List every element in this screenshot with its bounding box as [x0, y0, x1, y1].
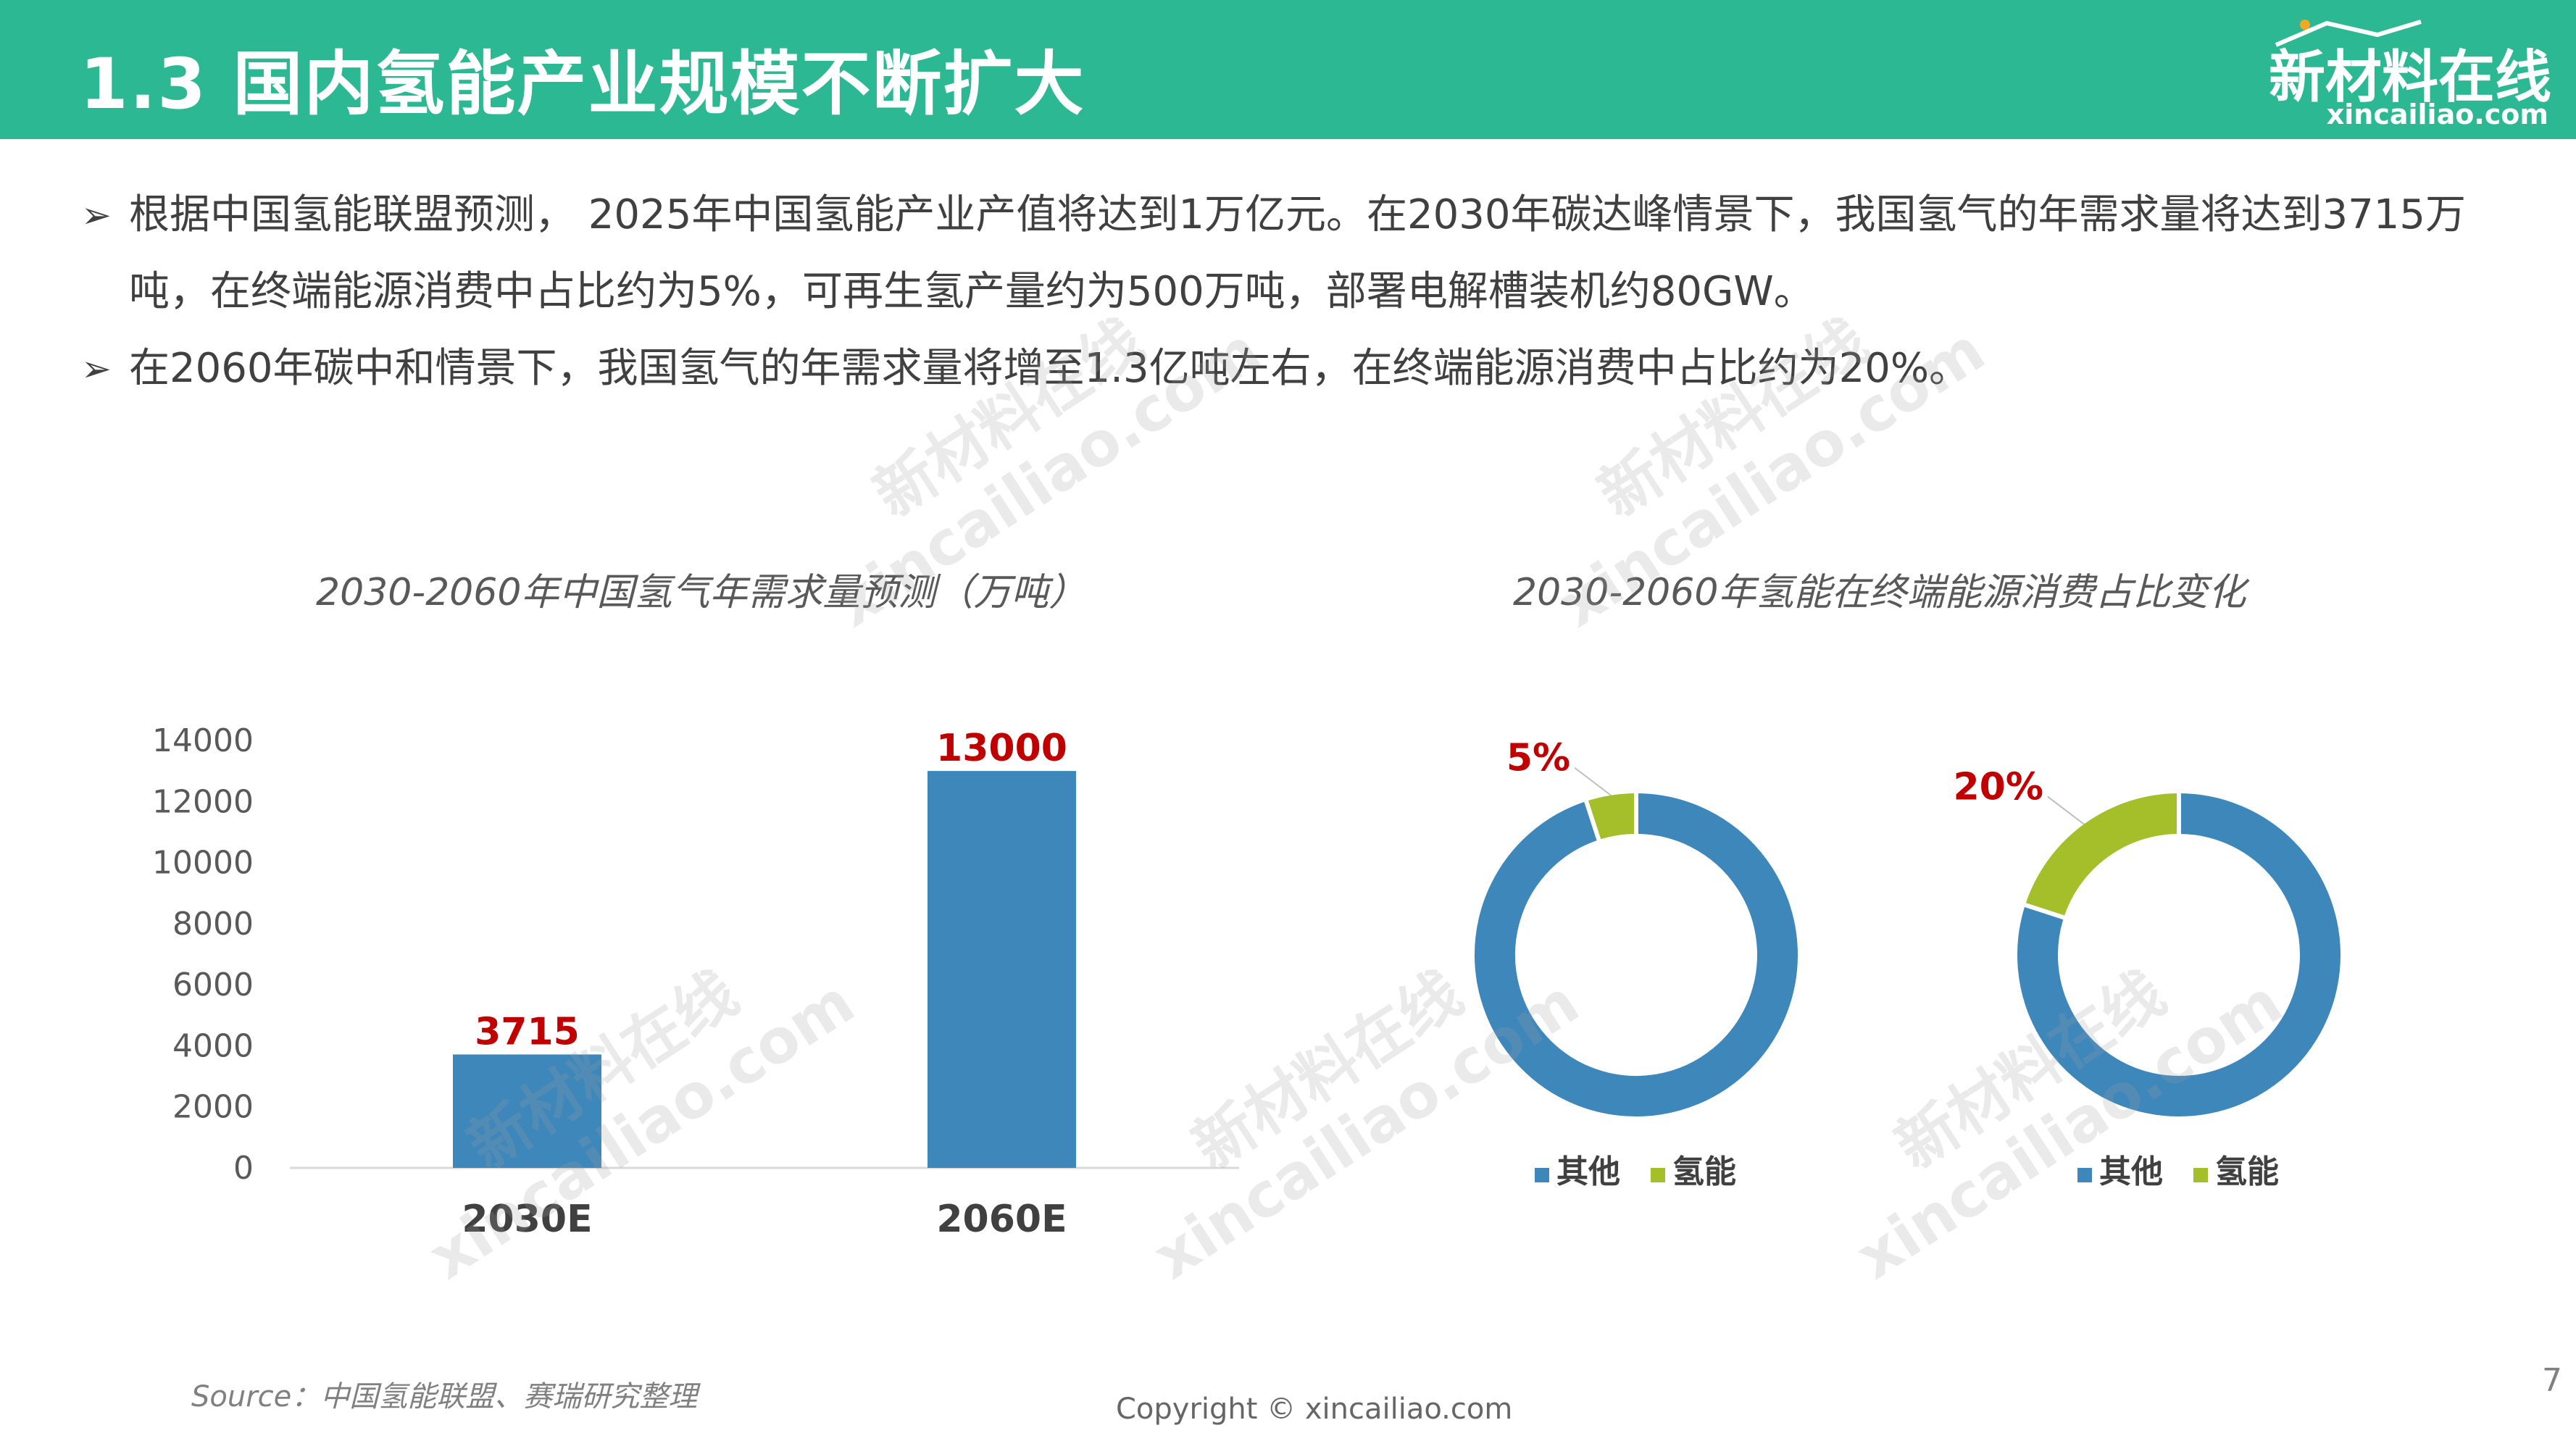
y-tick-label: 12000 — [152, 783, 254, 820]
y-tick-label: 4000 — [172, 1027, 254, 1064]
donut-charts: 5% 其他 氢能 20% 其他 氢能 — [1475, 737, 2341, 1190]
logo-english-text: xincailiao.com — [2326, 99, 2548, 130]
logo-roof-icon — [2275, 20, 2422, 47]
page-title: 1.3 国内氢能产业规模不断扩大 — [80, 43, 1085, 125]
y-tick-label: 10000 — [152, 845, 254, 882]
donut-percent-label: 20% — [1953, 766, 2043, 809]
logo: 新材料在线 xincailiao.com — [2269, 17, 2551, 130]
y-tick-label: 0 — [233, 1150, 254, 1187]
donut-slice — [1586, 793, 1637, 840]
legend-label: 氢能 — [1672, 1153, 1736, 1190]
legend-label: 其他 — [2099, 1153, 2163, 1190]
bar-chart: 0 2000 4000 6000 8000 10000 12000 14000 3715 2030… — [152, 722, 1239, 1241]
legend-label: 氢能 — [2215, 1153, 2279, 1190]
bar-data-label: 13000 — [936, 727, 1067, 770]
legend-swatch — [2193, 1168, 2208, 1182]
x-tick-label: 2060E — [936, 1198, 1067, 1241]
bullet-arrow-icon: ➢ — [81, 194, 112, 236]
copyright-text: Copyright © xincailiao.com — [1116, 1392, 1513, 1426]
donut-chart-title: 2030-2060年氢能在终端能源消费占比变化 — [1513, 571, 2246, 614]
donut-slice — [1475, 793, 1798, 1116]
donut-slice — [2017, 793, 2341, 1116]
bullet-text: 在2060年碳中和情景下，我国氢气的年需求量将增至1.3亿吨左右，在终端能源消费… — [129, 345, 1970, 392]
legend-swatch — [2077, 1168, 2092, 1182]
source-note: Source：中国氢能联盟、赛瑞研究整理 — [191, 1380, 698, 1413]
slice-separator — [1583, 799, 1601, 843]
x-tick-label: 2030E — [462, 1198, 592, 1241]
y-tick-label: 2000 — [172, 1089, 254, 1126]
bar — [453, 1054, 601, 1168]
donut-slice — [2025, 793, 2180, 918]
bullet-text: 根据中国氢能联盟预测， 2025年中国氢能产业产值将达到1万亿元。在2030年碳… — [129, 191, 2466, 315]
legend-label: 其他 — [1556, 1153, 1620, 1190]
y-tick-label: 14000 — [152, 722, 254, 759]
y-tick-label: 8000 — [172, 906, 254, 943]
donut-percent-label: 5% — [1506, 737, 1570, 780]
legend-swatch — [1535, 1168, 1549, 1182]
y-tick-label: 6000 — [172, 966, 254, 1003]
bar — [928, 771, 1076, 1168]
bullet-arrow-icon: ➢ — [81, 348, 112, 390]
bar-data-label: 3715 — [475, 1010, 580, 1053]
header-bar: 1.3 国内氢能产业规模不断扩大 新材料在线 xincailiao.com — [0, 0, 2576, 139]
label-leader-line — [2047, 796, 2085, 825]
slice-separator — [2023, 902, 2067, 920]
bar-chart-title: 2030-2060年中国氢气年需求量预测（万吨） — [316, 571, 1087, 614]
logo-chinese-text: 新材料在线 — [2268, 45, 2551, 110]
page-number: 7 — [2542, 1362, 2562, 1399]
label-leader-line — [1574, 767, 1612, 796]
legend-swatch — [1651, 1168, 1665, 1182]
